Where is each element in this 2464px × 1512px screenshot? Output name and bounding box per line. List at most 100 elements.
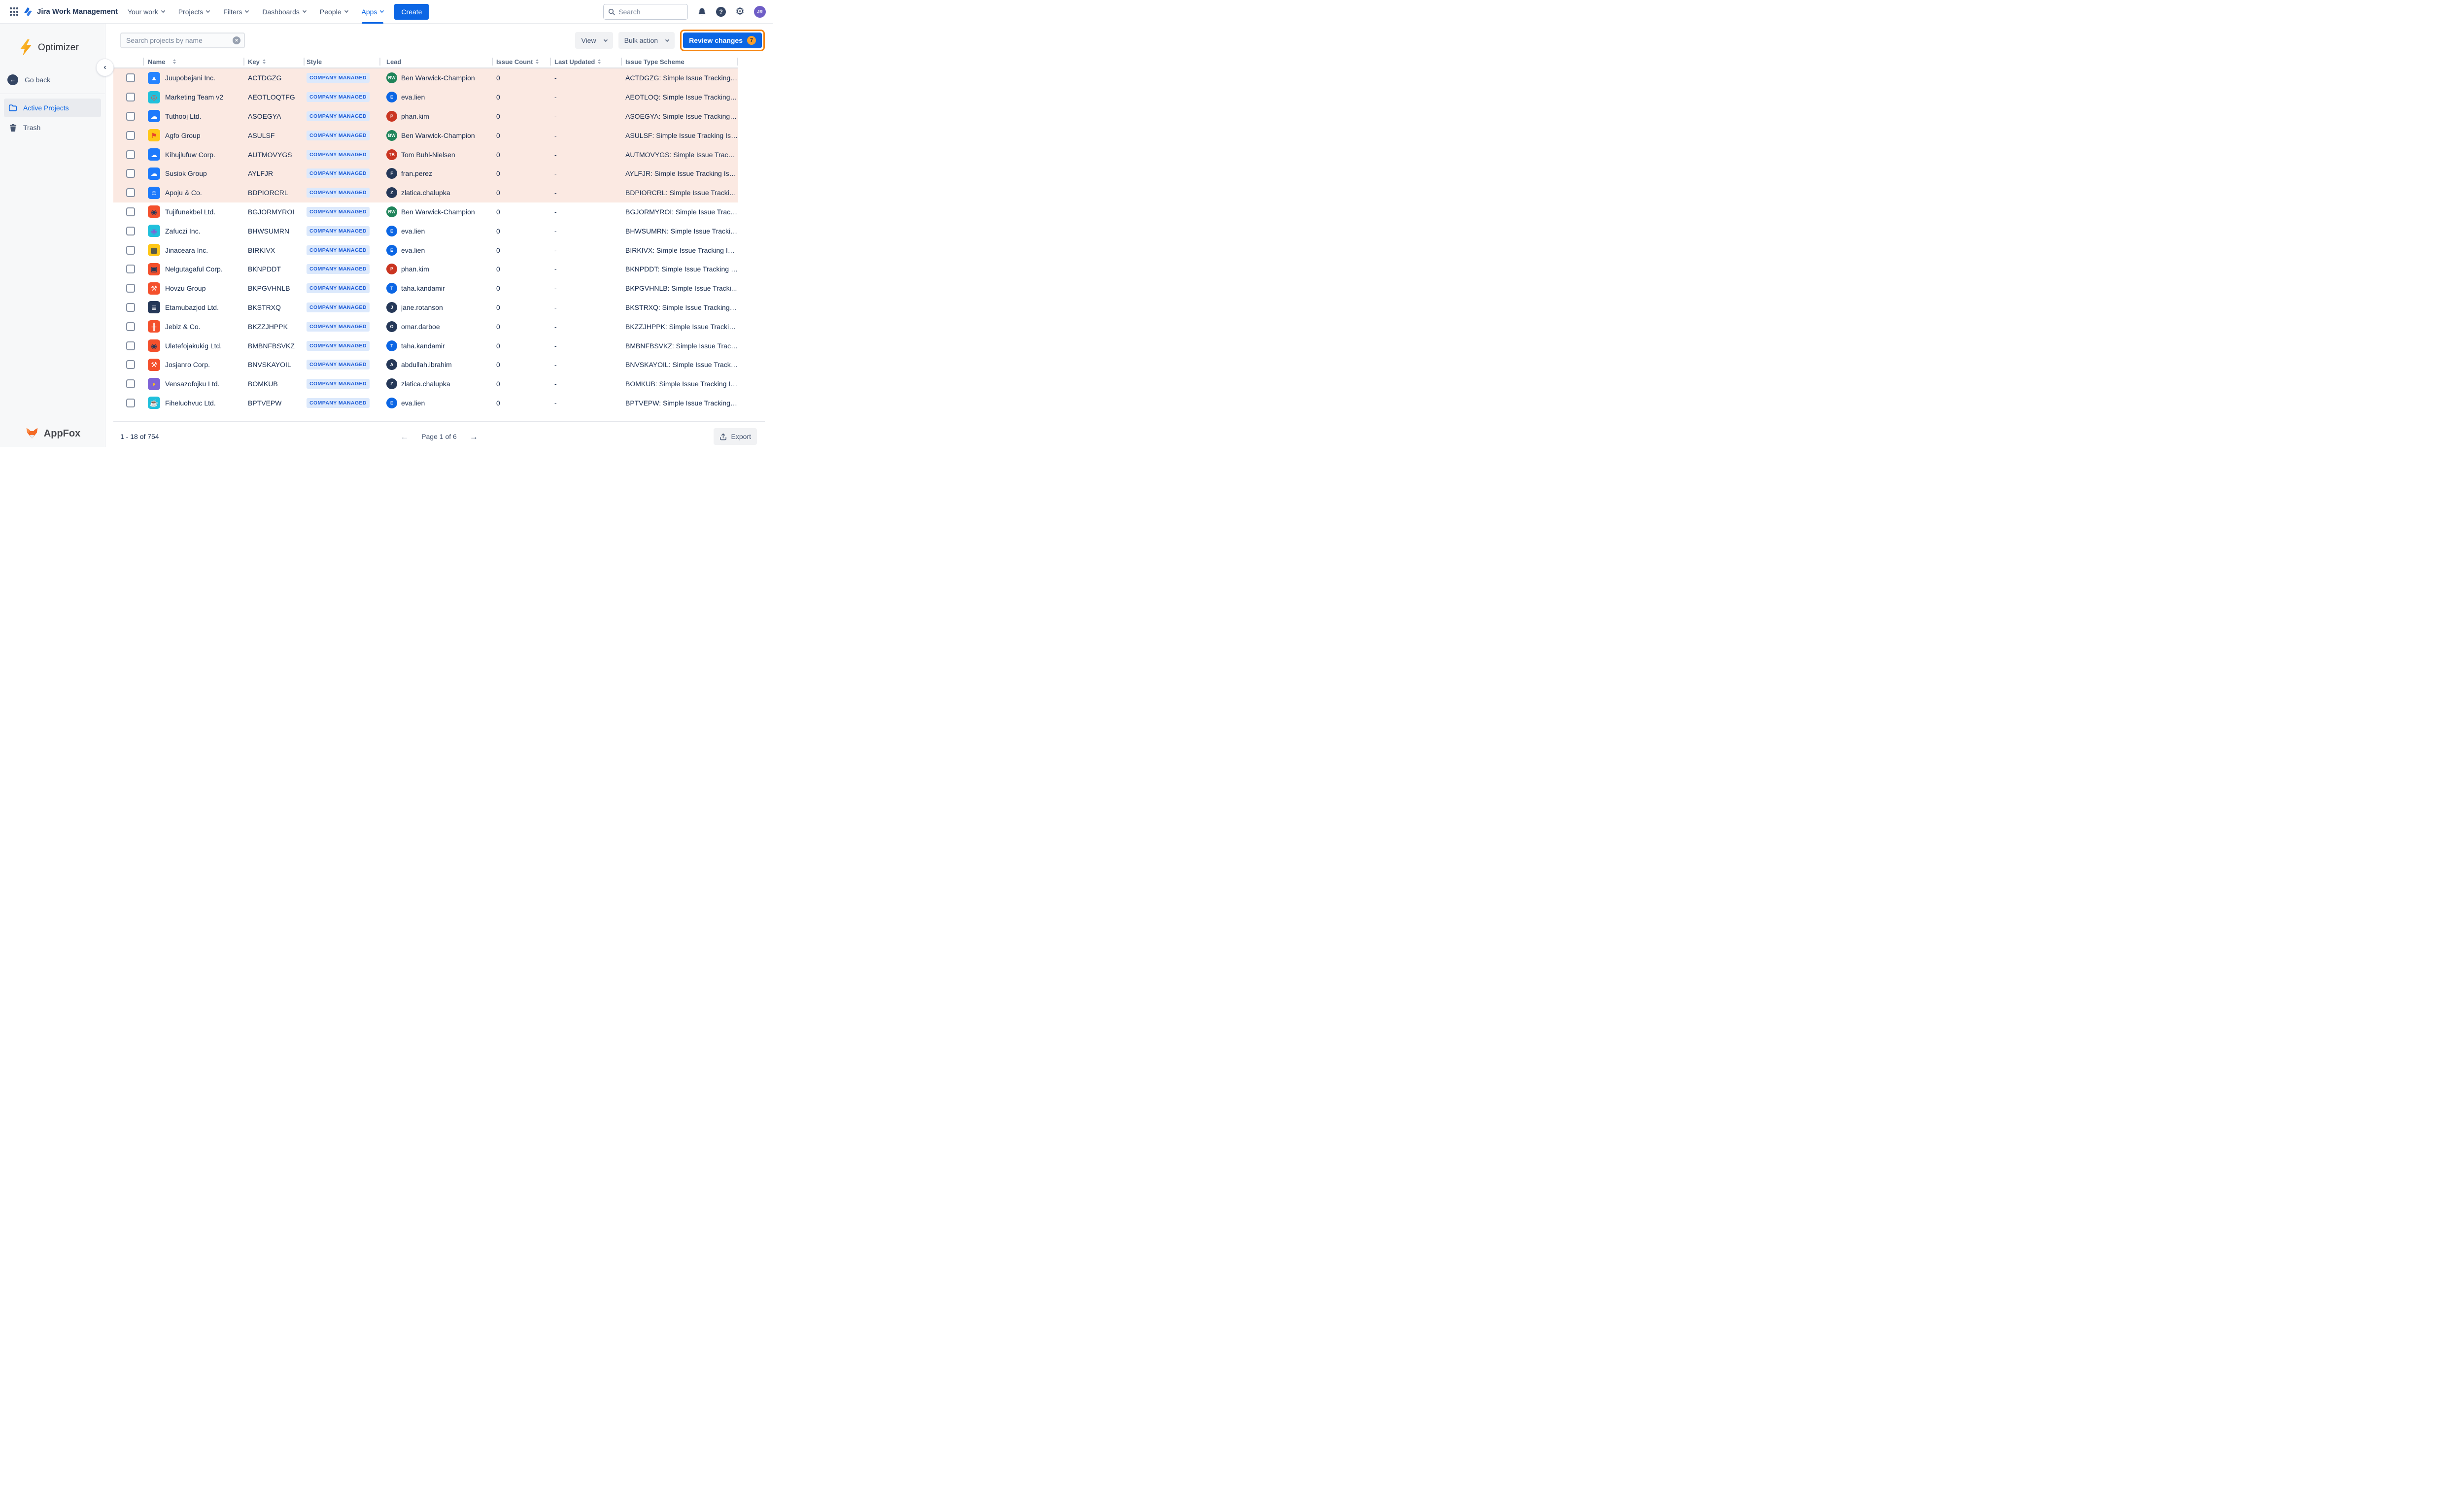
changes-count-badge: 7: [747, 36, 756, 45]
row-checkbox[interactable]: [126, 207, 135, 216]
row-checkbox[interactable]: [126, 398, 135, 407]
cloud-icon: ☁: [148, 167, 160, 180]
column-label: Issue Count: [496, 58, 533, 66]
row-checkbox[interactable]: [126, 360, 135, 370]
table-row: ◉ Tujifunekbel Ltd. BGJORMYROI COMPANY MANA…: [113, 202, 738, 222]
collapse-sidebar-button[interactable]: ‹: [96, 59, 114, 76]
issue-count: 0: [496, 322, 500, 331]
notifications-icon[interactable]: [697, 7, 707, 17]
row-checkbox[interactable]: [126, 150, 135, 159]
app-switcher-icon[interactable]: [10, 7, 18, 16]
issue-type-scheme: BPTVEPW: Simple Issue Tracking I...: [625, 399, 738, 407]
row-checkbox[interactable]: [126, 73, 135, 83]
style-badge: COMPANY MANAGED: [307, 73, 370, 83]
user-avatar[interactable]: JR: [754, 5, 766, 18]
issue-type-scheme: BKSTRXQ: Simple Issue Tracking I...: [625, 303, 738, 311]
issue-type-scheme: BKZZJHPPK: Simple Issue Trackin...: [625, 322, 738, 331]
sidebar-item-label: Trash: [23, 124, 41, 132]
column-header-last-updated[interactable]: Last Updated: [550, 58, 621, 66]
global-search-input[interactable]: [618, 7, 684, 16]
toolbar: ✕ View Bulk action Review changes 7: [113, 30, 765, 51]
project-name: Tujifunekbel Ltd.: [165, 207, 216, 216]
nav-item-projects[interactable]: Projects: [178, 0, 210, 24]
go-back-button[interactable]: ← Go back: [7, 74, 105, 85]
bulk-action-button[interactable]: Bulk action: [618, 32, 675, 49]
row-checkbox[interactable]: [126, 93, 135, 102]
lead-name: Tom Buhl-Nielsen: [401, 150, 455, 159]
nav-item-filters[interactable]: Filters: [223, 0, 249, 24]
settings-icon[interactable]: ⚙: [735, 6, 745, 17]
create-button[interactable]: Create: [394, 3, 429, 20]
project-search: ✕: [120, 33, 245, 48]
issue-type-scheme: AUTMOVYGS: Simple Issue Tracki...: [625, 150, 738, 159]
project-name: Etamubazjod Ltd.: [165, 303, 219, 311]
issue-type-scheme: BNVSKAYOIL: Simple Issue Tracki...: [625, 361, 738, 369]
lead-avatar: Z: [386, 378, 397, 390]
optimizer-brand: Optimizer: [0, 24, 105, 56]
project-name: Jebiz & Co.: [165, 322, 201, 331]
review-changes-button[interactable]: Review changes 7: [683, 33, 762, 48]
row-checkbox[interactable]: [126, 265, 135, 274]
primary-nav: Your work Projects Filters Dashboards People…: [128, 0, 384, 24]
sidebar-item-active-projects[interactable]: Active Projects: [4, 99, 101, 117]
style-badge: COMPANY MANAGED: [307, 168, 370, 179]
global-search: [603, 3, 688, 20]
lead-avatar: TB: [386, 149, 397, 160]
row-checkbox[interactable]: [126, 284, 135, 293]
sort-icon: [173, 59, 176, 64]
issue-count: 0: [496, 150, 500, 159]
column-header-issue-count[interactable]: Issue Count: [492, 58, 550, 66]
row-checkbox[interactable]: [126, 131, 135, 140]
last-updated: -: [554, 150, 557, 159]
issue-count: 0: [496, 93, 500, 101]
row-checkbox[interactable]: [126, 188, 135, 198]
last-updated: -: [554, 207, 557, 216]
lead-name: Ben Warwick-Champion: [401, 74, 475, 82]
view-button[interactable]: View: [575, 32, 613, 49]
row-checkbox[interactable]: [126, 322, 135, 331]
project-key: ASULSF: [248, 131, 275, 139]
lead-avatar: BW: [386, 206, 397, 217]
project-key: BPTVEPW: [248, 399, 282, 407]
row-checkbox[interactable]: [126, 169, 135, 178]
export-button[interactable]: Export: [713, 428, 757, 445]
page-indicator: Page 1 of 6: [421, 433, 457, 441]
column-header-key[interactable]: Key: [243, 58, 304, 66]
project-key: BKSTRXQ: [248, 303, 281, 311]
row-checkbox[interactable]: [126, 379, 135, 389]
next-page-icon[interactable]: →: [469, 432, 478, 441]
column-header-lead: Lead: [379, 58, 492, 66]
row-checkbox[interactable]: [126, 341, 135, 350]
project-name: Jinaceara Inc.: [165, 246, 208, 254]
style-badge: COMPANY MANAGED: [307, 188, 370, 198]
project-name: Zafuczi Inc.: [165, 227, 201, 235]
row-checkbox[interactable]: [126, 226, 135, 235]
column-header-name[interactable]: Name: [143, 58, 243, 66]
issue-type-scheme: AYLFJR: Simple Issue Tracking Iss...: [625, 169, 738, 178]
lead-avatar: E: [386, 92, 397, 103]
project-name: Fiheluohvuc Ltd.: [165, 399, 216, 407]
nav-item-people[interactable]: People: [320, 0, 348, 24]
row-checkbox[interactable]: [126, 302, 135, 312]
project-name: Marketing Team v2: [165, 93, 224, 101]
lead-avatar: T: [386, 283, 397, 294]
project-key: BKNPDDT: [248, 265, 281, 273]
phone-icon: ☺: [148, 186, 160, 199]
help-icon[interactable]: ?: [716, 6, 726, 17]
nav-item-your-work[interactable]: Your work: [128, 0, 165, 24]
nav-item-apps[interactable]: Apps: [361, 0, 384, 24]
nav-item-dashboards[interactable]: Dashboards: [262, 0, 307, 24]
project-key: BGJORMYROI: [248, 207, 295, 216]
webcam-icon: ◉: [148, 225, 160, 237]
row-checkbox[interactable]: [126, 245, 135, 255]
lead-avatar: P: [386, 110, 397, 122]
project-search-input[interactable]: [120, 33, 245, 48]
lightning-bolt-icon: [20, 39, 32, 56]
code-editor-icon: ≣: [148, 301, 160, 314]
row-checkbox[interactable]: [126, 111, 135, 121]
sidebar-item-trash[interactable]: Trash: [4, 118, 101, 137]
clear-search-icon[interactable]: ✕: [233, 36, 240, 44]
prev-page-icon[interactable]: ←: [400, 432, 409, 441]
